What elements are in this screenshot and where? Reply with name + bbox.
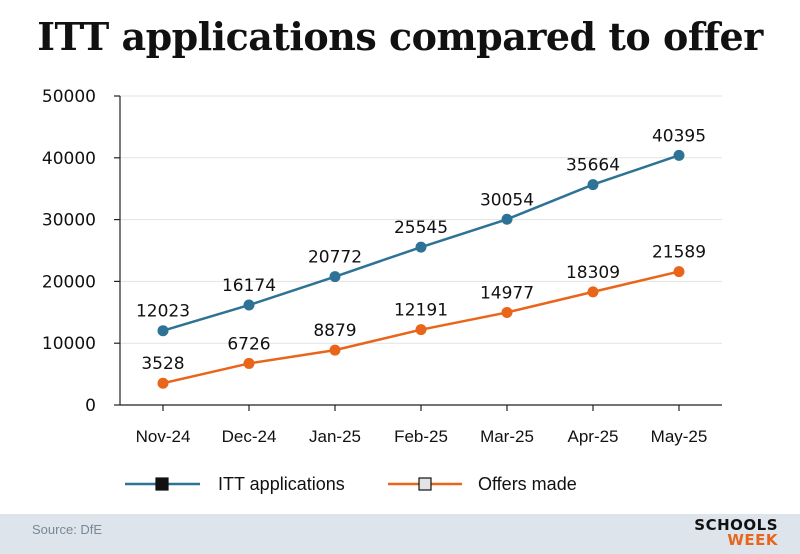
data-label: 25545 (394, 218, 448, 238)
y-axis: 0 10000 20000 30000 40000 50000 (42, 87, 121, 416)
x-tick-label: May-25 (651, 427, 708, 446)
x-tick-label: Apr-25 (567, 427, 618, 446)
data-label: 35664 (566, 156, 620, 176)
data-labels: 12023 16174 20772 25545 30054 35664 40395 3528 6… (136, 126, 706, 374)
x-tick-label: Nov-24 (136, 427, 191, 446)
data-point (587, 179, 599, 191)
logo-text-top: SCHOOLS (694, 516, 778, 534)
data-point (415, 241, 427, 253)
data-point (329, 344, 341, 356)
data-label: 20772 (308, 248, 362, 268)
data-point (501, 306, 513, 318)
logo-text-bottom: WEEK (727, 531, 778, 549)
data-label: 12023 (136, 302, 190, 322)
data-label: 40395 (652, 126, 706, 146)
data-point (501, 213, 513, 225)
y-tick-label: 20000 (42, 272, 96, 292)
y-tick-label: 0 (85, 396, 96, 416)
data-point (243, 357, 255, 369)
data-point (415, 324, 427, 336)
line-chart: 0 10000 20000 30000 40000 50000 Nov-24 Dec-24 J… (42, 87, 722, 494)
data-label: 12191 (394, 301, 448, 321)
source-note: Source: DfE (32, 522, 103, 537)
data-label: 16174 (222, 276, 276, 296)
data-point (329, 271, 341, 283)
y-tick-label: 30000 (42, 211, 96, 231)
x-axis: Nov-24 Dec-24 Jan-25 Feb-25 Mar-25 Apr-25 May-… (120, 404, 722, 446)
data-label: 14977 (480, 283, 534, 303)
chart-title: ITT applications compared to offer (37, 14, 763, 59)
series-lines (157, 149, 685, 389)
legend-swatch (418, 477, 432, 491)
data-label: 3528 (141, 354, 184, 374)
x-tick-label: Jan-25 (309, 427, 361, 446)
x-tick-label: Dec-24 (222, 427, 277, 446)
legend-label: Offers made (478, 474, 577, 494)
data-label: 18309 (566, 263, 620, 283)
data-point (587, 286, 599, 298)
data-label: 8879 (313, 321, 356, 341)
data-label: 6726 (227, 334, 270, 354)
y-tick-label: 10000 (42, 334, 96, 354)
x-tick-label: Feb-25 (394, 427, 448, 446)
data-point (673, 266, 685, 278)
legend: ITT applications Offers made (125, 474, 577, 494)
data-label: 21589 (652, 243, 706, 263)
footer-bar: Source: DfE SCHOOLS WEEK (0, 514, 800, 554)
legend-label: ITT applications (218, 474, 345, 494)
y-tick-label: 40000 (42, 149, 96, 169)
data-label: 30054 (480, 190, 534, 210)
y-tick-label: 50000 (42, 87, 96, 107)
legend-swatch (155, 477, 169, 491)
data-point (157, 325, 169, 337)
x-tick-label: Mar-25 (480, 427, 534, 446)
schools-week-logo: SCHOOLS WEEK (694, 518, 778, 548)
data-point (157, 377, 169, 389)
gridlines (120, 95, 722, 344)
data-point (673, 149, 685, 161)
data-point (243, 299, 255, 311)
